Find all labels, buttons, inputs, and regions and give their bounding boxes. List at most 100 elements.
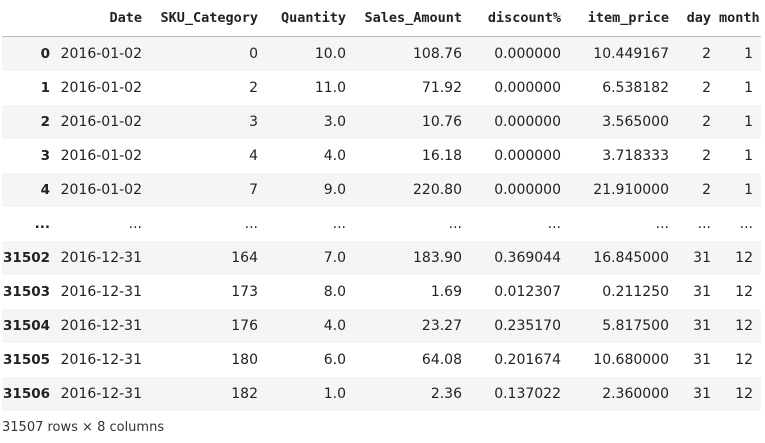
dataframe-shape-footer: 31507 rows × 8 columns xyxy=(2,420,165,435)
dataframe-output: Date SKU_Category Quantity Sales_Amount … xyxy=(2,0,761,411)
cell-month: 12 xyxy=(735,318,753,334)
cell-day: 31 xyxy=(693,250,711,266)
row-index: 31506 xyxy=(3,386,50,402)
cell-quantity: ... xyxy=(332,216,346,232)
cell-day: 31 xyxy=(693,318,711,334)
row-index: 0 xyxy=(40,46,50,62)
cell-quantity: 6.0 xyxy=(323,352,346,368)
header-quantity: Quantity xyxy=(266,0,354,37)
header-index xyxy=(2,0,58,37)
cell-sku-category: 2 xyxy=(249,80,258,96)
cell-day: 2 xyxy=(702,182,711,198)
cell-discount: 0.000000 xyxy=(494,148,561,164)
header-discount: discount% xyxy=(470,0,569,37)
cell-month: 1 xyxy=(744,46,753,62)
row-index: 2 xyxy=(40,114,50,130)
header-date: Date xyxy=(58,0,150,37)
cell-day: 31 xyxy=(693,386,711,402)
cell-sales-amount: 183.90 xyxy=(413,250,462,266)
row-index: 3 xyxy=(40,148,50,164)
cell-item-price: 16.845000 xyxy=(593,250,669,266)
table-body: 0 2016-01-02 0 10.0 108.76 0.000000 10.4… xyxy=(2,36,761,411)
cell-sku-category: 182 xyxy=(231,386,258,402)
cell-discount: 0.235170 xyxy=(494,318,561,334)
cell-item-price: 5.817500 xyxy=(602,318,669,334)
cell-day: 2 xyxy=(702,114,711,130)
cell-sku-category: 164 xyxy=(231,250,258,266)
header-item-price: item_price xyxy=(569,0,677,37)
cell-quantity: 9.0 xyxy=(323,182,346,198)
cell-item-price: 0.211250 xyxy=(602,284,669,300)
cell-date: 2016-12-31 xyxy=(60,386,142,402)
cell-sales-amount: 1.69 xyxy=(430,284,462,300)
cell-item-price: 2.360000 xyxy=(602,386,669,402)
cell-quantity: 8.0 xyxy=(323,284,346,300)
row-index: 31504 xyxy=(3,318,50,334)
cell-month: 12 xyxy=(735,284,753,300)
cell-month: 1 xyxy=(744,80,753,96)
cell-day: 2 xyxy=(702,80,711,96)
cell-month: 12 xyxy=(735,386,753,402)
cell-date: 2016-01-02 xyxy=(60,46,142,62)
cell-sku-category: 7 xyxy=(249,182,258,198)
cell-item-price: ... xyxy=(655,216,669,232)
cell-date: 2016-12-31 xyxy=(60,250,142,266)
cell-discount: 0.369044 xyxy=(494,250,561,266)
cell-sku-category: 3 xyxy=(249,114,258,130)
cell-day: 2 xyxy=(702,46,711,62)
cell-date: 2016-12-31 xyxy=(60,318,142,334)
table-row: 31505 2016-12-31 180 6.0 64.08 0.201674 … xyxy=(2,343,761,377)
header-sku-category: SKU_Category xyxy=(150,0,266,37)
cell-discount: 0.012307 xyxy=(494,284,561,300)
cell-date: ... xyxy=(128,216,142,232)
cell-item-price: 10.680000 xyxy=(593,352,669,368)
row-index: 4 xyxy=(40,182,50,198)
cell-quantity: 4.0 xyxy=(323,318,346,334)
cell-date: 2016-01-02 xyxy=(60,114,142,130)
cell-discount: 0.137022 xyxy=(494,386,561,402)
cell-discount: 0.000000 xyxy=(494,182,561,198)
cell-month: 1 xyxy=(744,182,753,198)
table-row: 31506 2016-12-31 182 1.0 2.36 0.137022 2… xyxy=(2,377,761,411)
header-month: month xyxy=(719,0,761,37)
table-row: 31502 2016-12-31 164 7.0 183.90 0.369044… xyxy=(2,241,761,275)
cell-quantity: 3.0 xyxy=(323,114,346,130)
header-day: day xyxy=(677,0,719,37)
cell-sku-category: 0 xyxy=(249,46,258,62)
row-index: 31503 xyxy=(3,284,50,300)
cell-month: 12 xyxy=(735,352,753,368)
cell-sku-category: ... xyxy=(244,216,258,232)
row-index: 31502 xyxy=(3,250,50,266)
cell-sales-amount: 16.18 xyxy=(421,148,462,164)
cell-date: 2016-12-31 xyxy=(60,284,142,300)
cell-sales-amount: 2.36 xyxy=(430,386,462,402)
table-row: 0 2016-01-02 0 10.0 108.76 0.000000 10.4… xyxy=(2,36,761,71)
cell-sku-category: 176 xyxy=(231,318,258,334)
header-row: Date SKU_Category Quantity Sales_Amount … xyxy=(2,0,761,37)
cell-discount: 0.000000 xyxy=(494,46,561,62)
row-index: ... xyxy=(34,216,50,232)
cell-day: 31 xyxy=(693,284,711,300)
cell-quantity: 10.0 xyxy=(314,46,346,62)
cell-sales-amount: 220.80 xyxy=(413,182,462,198)
cell-date: 2016-01-02 xyxy=(60,80,142,96)
cell-quantity: 11.0 xyxy=(314,80,346,96)
cell-sku-category: 4 xyxy=(249,148,258,164)
cell-date: 2016-12-31 xyxy=(60,352,142,368)
cell-discount: 0.201674 xyxy=(494,352,561,368)
cell-sales-amount: 23.27 xyxy=(421,318,462,334)
cell-sku-category: 180 xyxy=(231,352,258,368)
cell-month: 1 xyxy=(744,148,753,164)
row-index: 31505 xyxy=(3,352,50,368)
cell-item-price: 6.538182 xyxy=(602,80,669,96)
table-row: 31503 2016-12-31 173 8.0 1.69 0.012307 0… xyxy=(2,275,761,309)
cell-day: 2 xyxy=(702,148,711,164)
cell-item-price: 3.718333 xyxy=(602,148,669,164)
cell-quantity: 1.0 xyxy=(323,386,346,402)
cell-item-price: 10.449167 xyxy=(593,46,669,62)
table-header: Date SKU_Category Quantity Sales_Amount … xyxy=(2,0,761,37)
cell-item-price: 3.565000 xyxy=(602,114,669,130)
cell-date: 2016-01-02 xyxy=(60,182,142,198)
table-row: 2 2016-01-02 3 3.0 10.76 0.000000 3.5650… xyxy=(2,105,761,139)
table-row: 3 2016-01-02 4 4.0 16.18 0.000000 3.7183… xyxy=(2,139,761,173)
